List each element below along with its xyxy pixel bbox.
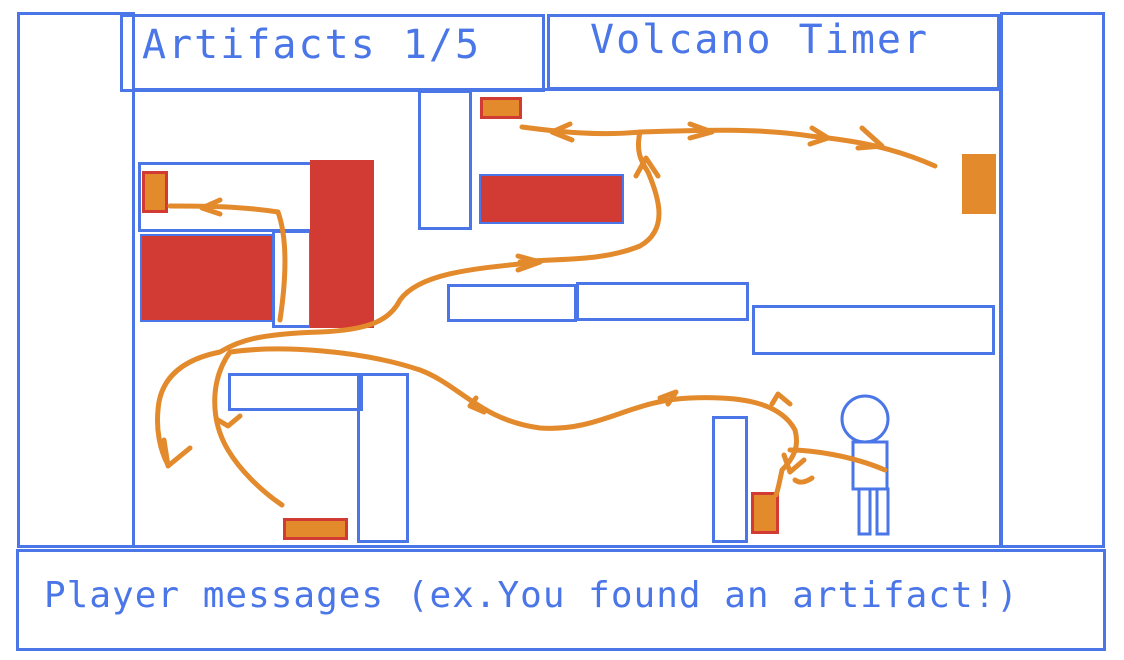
player-messages-bar	[16, 549, 1106, 651]
wall-middle-1	[447, 284, 577, 322]
wall-middle-2	[576, 282, 749, 321]
wall-left-column	[272, 230, 312, 328]
artifacts-counter-panel	[120, 14, 545, 92]
player-message: Player messages (ex.You found an artifac…	[44, 575, 1019, 616]
artifact-right-edge[interactable]	[962, 154, 996, 214]
volcano-timer: Volcano Timer	[590, 17, 930, 63]
right-side-panel	[1000, 12, 1105, 548]
lava-block-top	[479, 174, 624, 224]
lava-block-left	[140, 234, 274, 322]
artifact-bottom-right[interactable]	[751, 492, 779, 534]
wall-lower-left-horizontal	[228, 373, 363, 411]
wall-lower-right	[712, 416, 748, 543]
left-side-panel	[17, 12, 135, 548]
wall-top-center	[418, 90, 472, 230]
artifact-left[interactable]	[142, 171, 168, 213]
wall-right	[752, 305, 995, 355]
volcano-timer-panel	[547, 14, 1000, 90]
artifact-bottom-left[interactable]	[283, 518, 348, 540]
lava-block-tall	[310, 160, 374, 328]
wall-lower-left-vertical	[357, 373, 409, 543]
artifacts-counter: Artifacts 1/5	[142, 22, 482, 68]
artifact-top[interactable]	[480, 97, 522, 119]
